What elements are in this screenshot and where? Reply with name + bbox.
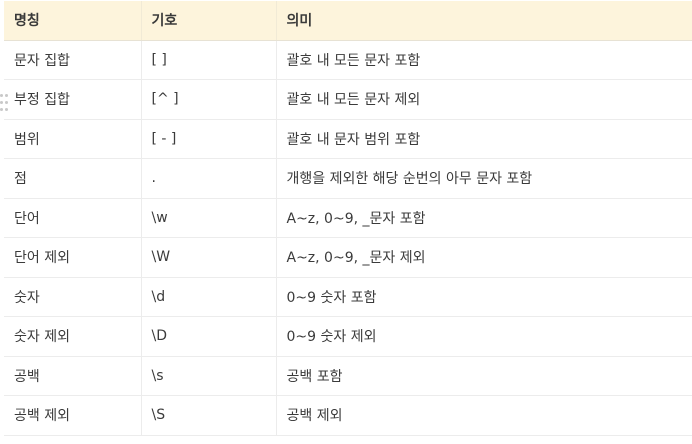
- regex-symbol-table-container: 명칭 기호 의미 문자 집합 [ ] 괄호 내 모든 문자 포함 부정 집합 […: [4, 1, 692, 436]
- cell-symbol: \S: [141, 395, 277, 436]
- cell-name: 공백 제외: [4, 395, 142, 436]
- column-header-symbol: 기호: [141, 1, 277, 41]
- cell-symbol: \D: [141, 316, 277, 357]
- cell-name: 점: [4, 158, 142, 199]
- table-row: 숫자 제외 \D 0~9 숫자 제외: [4, 316, 692, 357]
- cell-meaning: 괄호 내 모든 문자 포함: [276, 40, 692, 80]
- cell-symbol: [^ ]: [141, 79, 277, 120]
- table-row: 공백 \s 공백 포함: [4, 356, 692, 396]
- cell-meaning: A~z, 0~9, _문자 포함: [276, 198, 692, 238]
- cell-meaning: 공백 제외: [276, 395, 692, 436]
- regex-symbol-table: 명칭 기호 의미 문자 집합 [ ] 괄호 내 모든 문자 포함 부정 집합 […: [4, 1, 692, 436]
- cell-name: 숫자 제외: [4, 316, 142, 357]
- cell-name: 단어: [4, 198, 142, 238]
- table-row: 범위 [ - ] 괄호 내 문자 범위 포함: [4, 119, 692, 159]
- table-header: 명칭 기호 의미: [4, 1, 692, 41]
- cell-symbol: [ ]: [141, 40, 277, 80]
- cell-symbol: \w: [141, 198, 277, 238]
- table-body: 문자 집합 [ ] 괄호 내 모든 문자 포함 부정 집합 [^ ] 괄호 내 …: [4, 40, 692, 436]
- table-row: 공백 제외 \S 공백 제외: [4, 395, 692, 436]
- cell-symbol: \W: [141, 237, 277, 278]
- cell-symbol: \s: [141, 356, 277, 396]
- cell-meaning: 공백 포함: [276, 356, 692, 396]
- cell-name: 문자 집합: [4, 40, 142, 80]
- cell-symbol: .: [141, 158, 277, 199]
- table-row: 부정 집합 [^ ] 괄호 내 모든 문자 제외: [4, 79, 692, 120]
- cell-meaning: 0~9 숫자 제외: [276, 316, 692, 357]
- cell-name: 단어 제외: [4, 237, 142, 278]
- table-row: 점 . 개행을 제외한 해당 순번의 아무 문자 포함: [4, 158, 692, 199]
- cell-name: 공백: [4, 356, 142, 396]
- cell-name: 부정 집합: [4, 79, 142, 120]
- cell-name: 범위: [4, 119, 142, 159]
- cell-symbol: \d: [141, 277, 277, 317]
- table-row: 단어 \w A~z, 0~9, _문자 포함: [4, 198, 692, 238]
- cell-symbol: [ - ]: [141, 119, 277, 159]
- column-header-meaning: 의미: [276, 1, 692, 41]
- table-row: 단어 제외 \W A~z, 0~9, _문자 제외: [4, 237, 692, 278]
- cell-name: 숫자: [4, 277, 142, 317]
- cell-meaning: 괄호 내 모든 문자 제외: [276, 79, 692, 120]
- table-header-row: 명칭 기호 의미: [4, 1, 692, 41]
- cell-meaning: 0~9 숫자 포함: [276, 277, 692, 317]
- table-row: 문자 집합 [ ] 괄호 내 모든 문자 포함: [4, 40, 692, 80]
- cell-meaning: A~z, 0~9, _문자 제외: [276, 237, 692, 278]
- table-row: 숫자 \d 0~9 숫자 포함: [4, 277, 692, 317]
- column-header-name: 명칭: [4, 1, 142, 41]
- cell-meaning: 괄호 내 문자 범위 포함: [276, 119, 692, 159]
- cell-meaning: 개행을 제외한 해당 순번의 아무 문자 포함: [276, 158, 692, 199]
